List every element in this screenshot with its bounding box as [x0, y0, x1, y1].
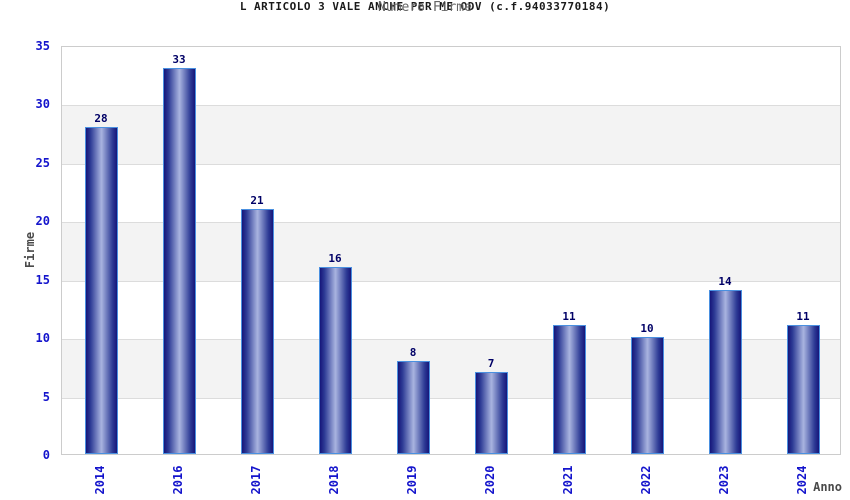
- x-tick-label: 2019: [405, 465, 419, 495]
- y-tick-label: 10: [35, 331, 50, 346]
- x-axis-title: Anno: [813, 480, 842, 494]
- gridline: [62, 163, 840, 165]
- y-tick-label: 5: [42, 389, 50, 404]
- bar-value-label: 28: [94, 111, 108, 125]
- bar: [786, 325, 820, 454]
- gridline: [62, 397, 840, 399]
- x-tick-label: 2016: [171, 465, 185, 495]
- y-axis-title: Firme: [23, 231, 37, 269]
- bar: [630, 337, 664, 454]
- bar: [318, 267, 352, 454]
- y-tick-label: 15: [35, 272, 50, 287]
- bar-value-label: 11: [562, 310, 576, 324]
- y-tick-label: 35: [35, 39, 50, 53]
- bar: [84, 126, 118, 454]
- x-tick-label: 2014: [93, 465, 107, 495]
- bar-value-label: 21: [250, 193, 264, 207]
- y-tick-label: 0: [42, 448, 50, 462]
- chart-title: L ARTICOLO 3 VALE ANCHE PER ME ODV (c.f.…: [239, 0, 611, 13]
- bar-value-label: 10: [640, 322, 654, 336]
- bar: [552, 325, 586, 454]
- bar-value-label: 7: [487, 357, 495, 371]
- bar-value-label: 8: [409, 345, 417, 359]
- bar-value-label: 14: [718, 275, 732, 289]
- x-tick-label: 2022: [639, 465, 653, 495]
- bar: [474, 372, 508, 454]
- y-tick-label: 20: [35, 214, 50, 229]
- gridline: [62, 222, 840, 224]
- bar-value-label: 33: [172, 53, 186, 67]
- bar: [708, 290, 742, 454]
- x-tick-label: 2023: [717, 465, 731, 495]
- bar: [162, 68, 196, 454]
- y-tick-label: 25: [35, 155, 50, 170]
- x-tick-label: 2020: [483, 465, 497, 495]
- y-tick-label: 30: [35, 97, 50, 112]
- x-tick-label: 2021: [561, 465, 575, 495]
- plot-area: 28 33 21 16 8 7 11 10 14 11: [61, 46, 841, 455]
- x-tick-label: 2017: [249, 465, 263, 495]
- gridline: [62, 339, 840, 341]
- x-tick-label: 2018: [327, 465, 341, 495]
- gridline: [62, 280, 840, 282]
- bar: [396, 360, 430, 454]
- chart-subtitle: Numero Firme: [378, 0, 472, 15]
- bar: [240, 208, 274, 454]
- gridline: [62, 105, 840, 107]
- bar-value-label: 11: [796, 310, 810, 324]
- bar-value-label: 16: [328, 252, 342, 266]
- x-tick-label: 2024: [795, 465, 809, 495]
